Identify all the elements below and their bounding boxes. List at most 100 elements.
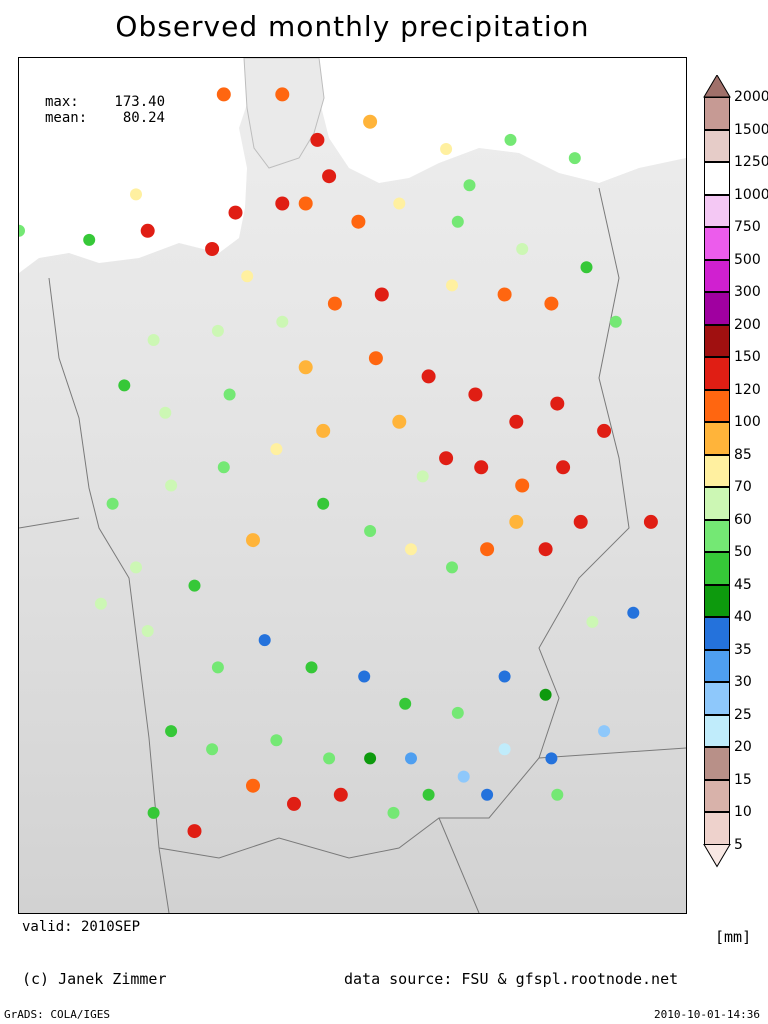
station-marker[interactable]: [440, 143, 453, 155]
station-marker[interactable]: [451, 215, 464, 228]
station-marker[interactable]: [573, 514, 588, 529]
station-marker[interactable]: [165, 479, 178, 492]
station-marker[interactable]: [211, 661, 224, 674]
station-marker[interactable]: [463, 179, 476, 192]
station-marker[interactable]: [211, 324, 224, 337]
station-marker[interactable]: [387, 806, 400, 819]
station-marker[interactable]: [159, 406, 172, 419]
station-marker[interactable]: [217, 461, 230, 474]
station-marker[interactable]: [421, 369, 436, 384]
station-marker[interactable]: [481, 788, 494, 801]
station-marker[interactable]: [317, 497, 330, 510]
legend-swatch: [704, 812, 730, 845]
station-marker[interactable]: [474, 460, 489, 475]
station-marker[interactable]: [258, 634, 271, 647]
station-marker[interactable]: [241, 270, 254, 283]
station-marker[interactable]: [141, 625, 154, 637]
station-marker[interactable]: [310, 132, 325, 147]
station-marker[interactable]: [446, 561, 458, 574]
station-marker[interactable]: [270, 734, 283, 747]
station-marker[interactable]: [556, 460, 571, 475]
station-marker[interactable]: [206, 743, 219, 756]
station-marker[interactable]: [468, 387, 483, 402]
station-marker[interactable]: [405, 543, 417, 556]
station-marker[interactable]: [165, 725, 178, 738]
station-marker[interactable]: [298, 196, 313, 211]
station-marker[interactable]: [446, 279, 458, 292]
station-marker[interactable]: [188, 579, 201, 592]
station-marker[interactable]: [550, 396, 565, 411]
station-marker[interactable]: [246, 533, 260, 548]
station-marker[interactable]: [509, 514, 524, 529]
station-marker[interactable]: [405, 752, 417, 765]
map-panel[interactable]: max: 173.40 mean: 80.24: [18, 57, 687, 914]
station-marker[interactable]: [498, 670, 511, 683]
station-marker[interactable]: [544, 296, 559, 311]
station-marker[interactable]: [393, 197, 406, 210]
station-marker[interactable]: [509, 414, 524, 429]
station-marker[interactable]: [545, 752, 558, 765]
station-marker[interactable]: [19, 224, 25, 237]
station-marker[interactable]: [538, 542, 553, 557]
station-marker[interactable]: [223, 388, 236, 401]
station-marker[interactable]: [275, 196, 290, 211]
station-marker[interactable]: [147, 806, 160, 819]
station-marker[interactable]: [364, 525, 377, 537]
station-marker[interactable]: [368, 351, 383, 366]
station-marker[interactable]: [439, 451, 454, 466]
station-marker[interactable]: [305, 661, 318, 674]
station-marker[interactable]: [228, 205, 243, 220]
station-marker[interactable]: [364, 752, 377, 765]
station-marker[interactable]: [323, 752, 336, 765]
station-marker[interactable]: [276, 315, 289, 328]
station-marker[interactable]: [451, 706, 464, 719]
station-marker[interactable]: [516, 243, 529, 255]
station-marker[interactable]: [106, 497, 119, 510]
station-marker[interactable]: [83, 233, 96, 246]
station-marker[interactable]: [130, 188, 142, 201]
station-marker[interactable]: [597, 423, 612, 438]
station-marker[interactable]: [270, 443, 283, 456]
station-marker[interactable]: [480, 542, 495, 557]
legend-tick-label: 10: [734, 804, 752, 820]
station-marker[interactable]: [498, 743, 511, 756]
station-marker[interactable]: [374, 287, 389, 302]
station-marker[interactable]: [497, 287, 512, 302]
station-marker[interactable]: [399, 697, 412, 710]
station-marker[interactable]: [351, 214, 366, 229]
station-marker[interactable]: [358, 670, 371, 683]
station-marker[interactable]: [515, 478, 530, 493]
station-marker[interactable]: [643, 514, 658, 529]
station-marker[interactable]: [316, 423, 331, 438]
station-marker[interactable]: [327, 296, 342, 311]
station-marker[interactable]: [130, 561, 142, 574]
station-marker[interactable]: [457, 770, 470, 783]
precipitation-map[interactable]: [19, 58, 686, 913]
station-marker[interactable]: [246, 778, 260, 793]
station-marker[interactable]: [392, 414, 407, 429]
station-marker[interactable]: [422, 788, 435, 801]
station-marker[interactable]: [298, 360, 313, 375]
station-marker[interactable]: [205, 242, 220, 256]
station-marker[interactable]: [416, 470, 429, 483]
station-marker[interactable]: [504, 133, 517, 146]
station-marker[interactable]: [551, 788, 564, 801]
station-marker[interactable]: [598, 725, 611, 738]
station-marker[interactable]: [287, 796, 301, 811]
station-marker[interactable]: [586, 615, 599, 628]
station-marker[interactable]: [609, 315, 622, 328]
station-marker[interactable]: [147, 334, 160, 346]
station-marker[interactable]: [580, 261, 593, 274]
station-marker[interactable]: [275, 87, 290, 102]
station-marker[interactable]: [216, 87, 231, 102]
station-marker[interactable]: [568, 152, 581, 165]
station-marker[interactable]: [627, 606, 640, 619]
station-marker[interactable]: [322, 169, 337, 184]
station-marker[interactable]: [140, 223, 155, 238]
station-marker[interactable]: [187, 824, 202, 839]
station-marker[interactable]: [363, 114, 378, 129]
station-marker[interactable]: [94, 597, 107, 610]
station-marker[interactable]: [333, 787, 348, 802]
station-marker[interactable]: [118, 379, 131, 392]
station-marker[interactable]: [539, 688, 552, 701]
